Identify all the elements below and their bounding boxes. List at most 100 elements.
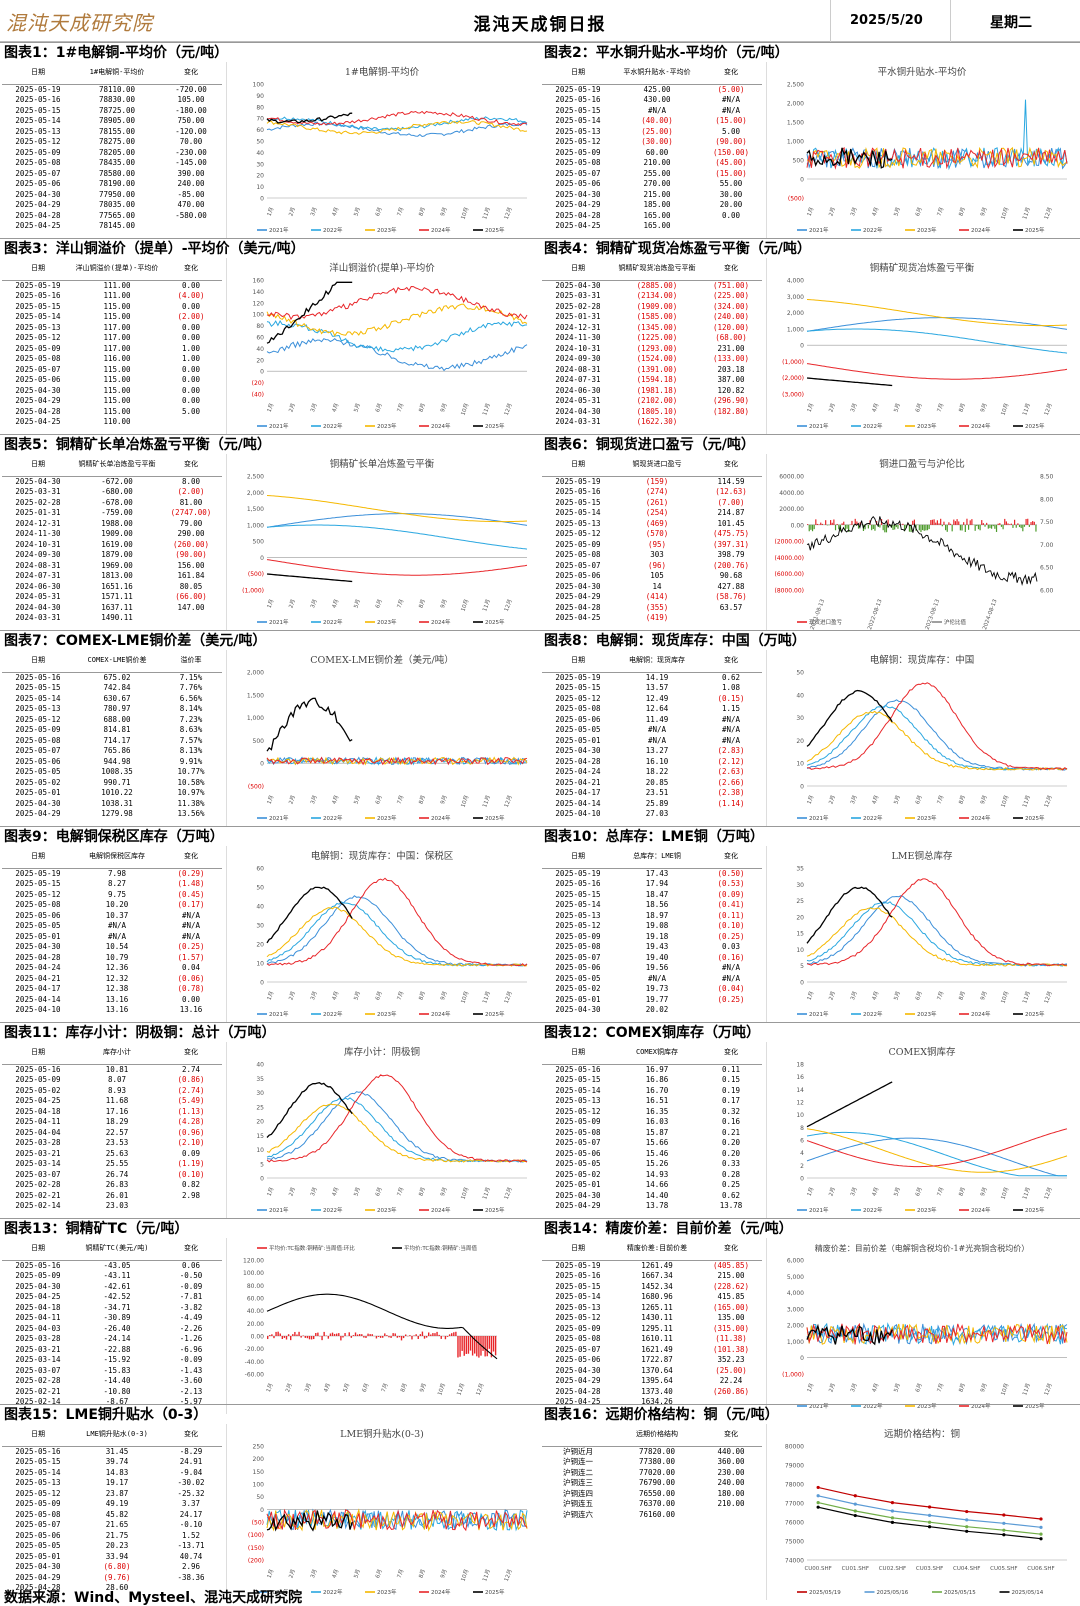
table-row: 2025-05-12 (30.00) (90.00) [542, 137, 762, 148]
column-header: 日期 [2, 258, 74, 281]
table-cell: (159) [645, 476, 669, 486]
tc-change-bar [400, 1336, 403, 1341]
x-tick-label: 8月 [399, 1382, 409, 1393]
table-row: 2025-05-19 17.43 (0.50) [542, 868, 762, 879]
table-cell: 115.00 [103, 375, 131, 384]
series-line-2021 [806, 1137, 1067, 1177]
x-tick-label: 7月 [396, 794, 406, 805]
tc-change-bar [430, 1334, 432, 1336]
table-row: 沪铜连二 77020.00 230.00 [542, 1468, 762, 1479]
table-cell: 13.16 [179, 1005, 203, 1014]
tc-change-bar [463, 1336, 465, 1356]
table-cell: 2025-04-25 [15, 221, 61, 230]
table-cell: 2025-04-30 [15, 942, 61, 951]
chart-title: LME铜升贴水(0-3) [340, 1428, 424, 1440]
table-row: 2025-05-13 18.97 (0.11) [542, 911, 762, 922]
table-cell: 2025-03-14 [15, 1159, 61, 1168]
y-tick-label: 1,500 [247, 506, 264, 513]
tc-change-bar [290, 1336, 292, 1341]
y-tick-label: 78000 [785, 1482, 804, 1489]
table-cell: 425.00 [643, 84, 671, 94]
y-tick-label: (1,000) [782, 1372, 804, 1379]
table-cell: 2025-04-10 [15, 1005, 61, 1014]
column-header: 变化 [700, 62, 762, 85]
table-cell: 81.00 [179, 497, 203, 507]
import-profit-bar [830, 520, 832, 525]
legend-label: 2021年 [809, 814, 829, 822]
table-cell: 10.54 [105, 942, 129, 951]
table-row: 2025-05-13 1265.11 (165.00) [542, 1303, 762, 1314]
table-row: 2025-05-01 #N/A #N/A [542, 736, 762, 747]
y-tick-label: (2,000) [782, 375, 804, 382]
y2-tick-label: 7.50 [1040, 519, 1054, 526]
chart-panel: COMEX铜库存 0 2 4 6 8 10 12 14 16 18 1月 2月 3月 4月 5月 6月 7月 8月 9… [766, 1042, 1076, 1218]
table-row: 2025-05-14 115.00 (2.00) [2, 312, 222, 323]
x-tick-label: 9月 [979, 206, 989, 217]
table-cell: 8.63% [179, 725, 203, 734]
table-cell: #N/A [181, 931, 201, 941]
tc-change-bar [421, 1331, 424, 1336]
section-title: 图表2：平水铜升贴水-平均价（元/吨） [540, 42, 1080, 62]
chart-panel: 平水铜升贴水-平均价 (500) 0 500 1,000 1,500 2,000 2,500 1… [766, 62, 1076, 238]
import-profit-bar [1027, 518, 1029, 525]
table-row: 2025-05-09 (95) (397.31) [542, 540, 762, 551]
data-table: 日期 COMEX铜库存 变化 2025-05-16 16.97 0.11 2025-05-1… [542, 1042, 762, 1212]
table-cell: 0.62 [721, 1190, 741, 1200]
x-tick-label: 6月 [361, 1382, 371, 1393]
y-tick-label: (20) [252, 380, 264, 387]
table-cell: 0.00 [721, 210, 741, 220]
table-row: 2025-03-21 -22.88 -6.96 [2, 1345, 222, 1356]
table-cell: -30.89 [103, 1313, 131, 1322]
table-row: 2025-05-15 39.74 24.91 [2, 1457, 222, 1468]
table-row: 2025-05-19 425.00 (5.00) [542, 84, 762, 95]
chart-title: 洋山铜溢价(提单)-平均价 [329, 262, 435, 274]
tc-change-bar [377, 1336, 380, 1337]
table-cell: 10.77% [177, 767, 205, 776]
x-tick-label: 3月 [309, 598, 319, 609]
table-cell: 23.03 [105, 1201, 129, 1210]
x-tick-label: CU04.SHF [953, 1566, 980, 1572]
header-divider [830, 0, 831, 42]
table-cell: 0.00 [181, 322, 201, 332]
table-cell: 2025-05-19 [555, 868, 601, 878]
table-header-row: 日期 铜精矿现货冶炼盈亏平衡 变化 [542, 258, 762, 281]
table-cell: 2025-05-06 [555, 1355, 601, 1364]
chart-panel: 远期价格结构：铜 74000 75000 76000 77000 78000 79000 80… [766, 1424, 1076, 1600]
chart-panel: 洋山铜溢价(提单)-平均价 (40) (20) 0 20 40 60 80 100 120 140 1… [226, 258, 536, 434]
table-cell: 19.18 [645, 931, 669, 941]
table-row: 2025-05-13 117.00 0.00 [2, 323, 222, 334]
table-cell: 2025-05-06 [15, 179, 61, 188]
x-tick-label: 7月 [936, 794, 946, 805]
table-row: 2025-05-07 21.65 -0.10 [2, 1520, 222, 1531]
table-cell: 0.00 [181, 364, 201, 374]
x-tick-label: 12月 [1043, 402, 1054, 416]
table-cell: -672.00 [101, 476, 133, 486]
table-row: 2024-12-31 (1345.00) (120.00) [542, 323, 762, 334]
table-cell: (2.00) [177, 487, 205, 496]
x-tick-label: 3月 [849, 402, 859, 413]
term-curve-point [1002, 1521, 1006, 1525]
tc-change-bar [271, 1334, 273, 1336]
tc-change-bar [396, 1336, 399, 1338]
y-tick-label: (500) [248, 784, 264, 791]
y-tick-label: 120 [253, 300, 265, 307]
tc-change-bar [413, 1335, 415, 1336]
table-row: 2025-04-14 13.16 0.00 [2, 995, 222, 1006]
tc-change-bar [486, 1336, 488, 1357]
table-cell: -580.00 [175, 210, 207, 220]
table-cell: 231.00 [717, 343, 745, 353]
tc-change-bar [369, 1334, 371, 1336]
chart-svg: 精废价差：目前价差（电解铜含税均价-1#光亮铜含税均价）(1,000)01,00… [782, 1243, 1068, 1410]
tc-change-bar [438, 1334, 440, 1336]
table-cell: 2025-02-14 [15, 1397, 61, 1406]
section-body: 日期 精废价差:目前价差 变化 2025-05-19 1261.49 (405.85) 20… [540, 1238, 1080, 1414]
table-cell: 2025-02-28 [15, 1180, 61, 1189]
table-cell: 8.93 [107, 1085, 127, 1095]
table-cell: 2025-05-06 [555, 179, 601, 188]
y-tick-label: 40 [256, 150, 264, 157]
table-cell: 19.77 [645, 994, 669, 1004]
table-cell: 2025-05-15 [555, 1281, 601, 1291]
table-cell: -24.14 [103, 1334, 131, 1343]
x-tick-label: CU03.SHF [916, 1566, 943, 1572]
y-tick-label: 25 [796, 898, 804, 905]
